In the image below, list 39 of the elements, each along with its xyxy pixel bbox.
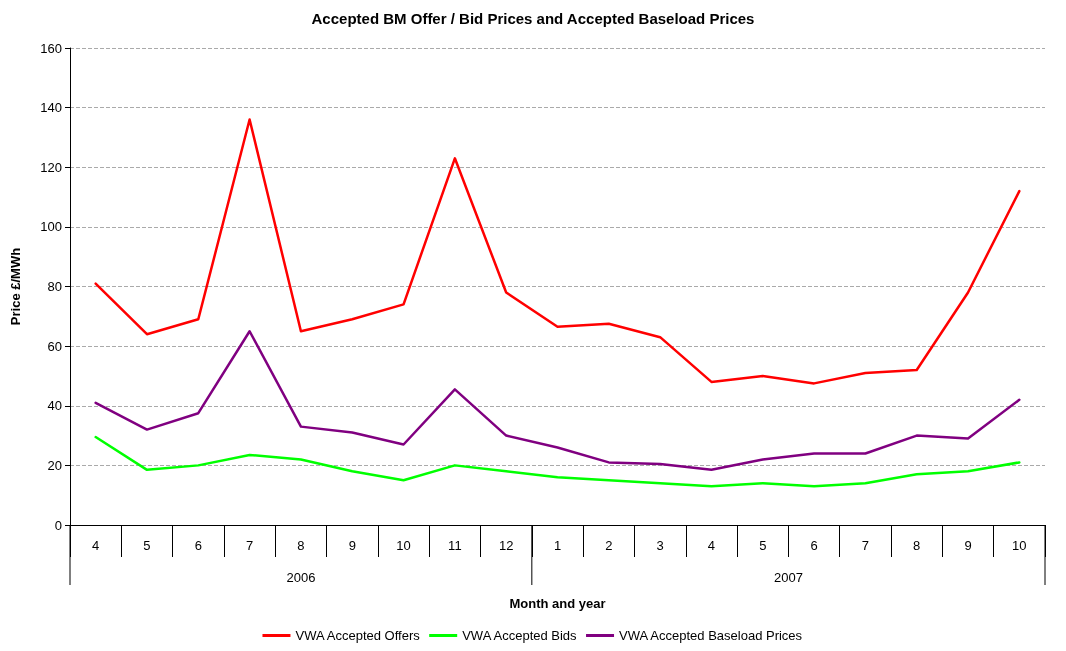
x-tick-label: 10 <box>1012 538 1027 553</box>
y-tick-label: 80 <box>47 279 62 294</box>
y-tick-label: 100 <box>40 219 62 235</box>
x-tick-label: 5 <box>759 538 767 553</box>
legend-label: VWA Accepted Bids <box>462 628 578 643</box>
y-axis-title: Price £/MWh <box>8 247 23 326</box>
x-tick-label: 11 <box>448 538 462 553</box>
x-tick-label: 10 <box>396 538 411 553</box>
y-tick-label: 120 <box>40 159 62 175</box>
x-tick-label: 7 <box>245 538 254 553</box>
y-tick-label: 60 <box>47 338 62 354</box>
x-tick-label: 6 <box>810 538 818 553</box>
text: 2006 <box>286 569 316 585</box>
x-tick-label: 9 <box>348 538 356 553</box>
x-tick-label: 1 <box>553 538 562 553</box>
y-tick-label: 40 <box>47 398 62 414</box>
x-tick-label: 2 <box>605 538 613 553</box>
line-series <box>94 435 1021 488</box>
y-tick-label: 140 <box>40 100 62 116</box>
x-tick-label: 8 <box>913 538 921 553</box>
y-tick-label: 160 <box>40 40 62 56</box>
y-tick-label: 0 <box>54 517 62 533</box>
legend-label: VWA Accepted Offers <box>295 628 421 643</box>
x-tick-label: 6 <box>194 538 202 553</box>
x-tick-label: 5 <box>143 538 151 553</box>
text: 2007 <box>773 569 803 585</box>
x-tick-label: 9 <box>964 538 972 553</box>
x-tick-label: 7 <box>861 538 870 553</box>
line-series <box>94 329 1021 472</box>
x-tick-label: 4 <box>707 538 716 553</box>
x-tick-label: 12 <box>498 538 514 553</box>
y-tick-label: 20 <box>47 457 62 473</box>
chart-title: Accepted BM Offer / Bid Prices and Accepted Baseload Prices <box>311 10 755 27</box>
x-tick-label: 8 <box>297 538 305 553</box>
x-tick-label: 3 <box>656 538 664 553</box>
line-series <box>94 118 1021 385</box>
x-tick-label: 4 <box>92 538 100 553</box>
x-axis-title: Month and year <box>509 596 606 611</box>
legend-label: VWA Accepted Baseload Prices <box>619 628 803 643</box>
